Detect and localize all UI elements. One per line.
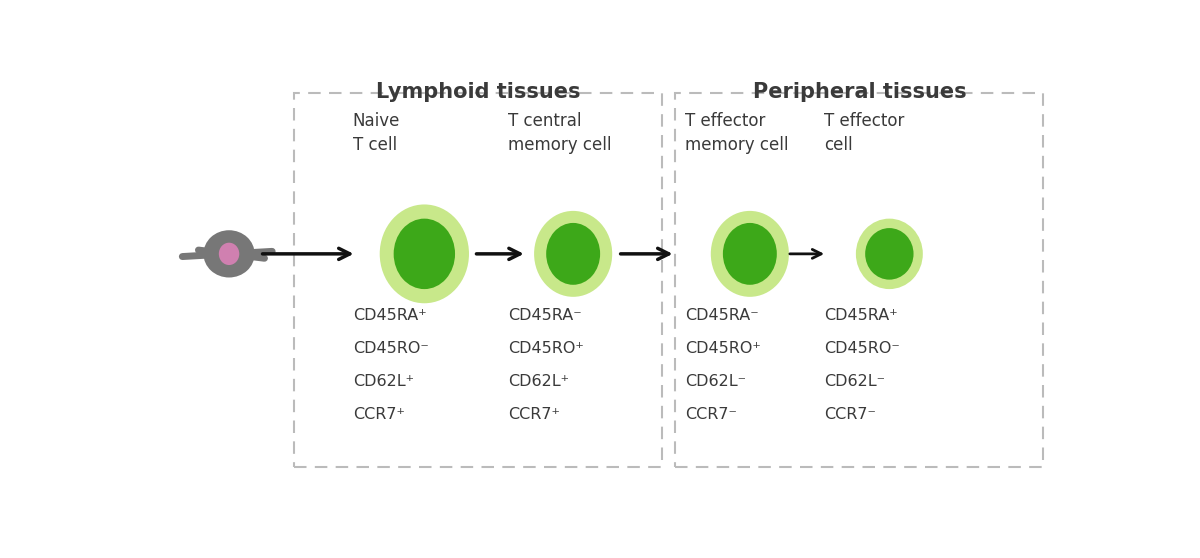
Ellipse shape xyxy=(722,223,776,285)
Ellipse shape xyxy=(534,211,612,297)
Ellipse shape xyxy=(394,219,455,289)
Text: CD62L⁻: CD62L⁻ xyxy=(685,374,746,389)
Ellipse shape xyxy=(710,211,788,297)
Text: CCR7⁻: CCR7⁻ xyxy=(824,407,876,422)
Text: T effector
memory cell: T effector memory cell xyxy=(685,112,788,153)
Text: Naive
T cell: Naive T cell xyxy=(353,112,400,153)
Text: CD45RA⁻: CD45RA⁻ xyxy=(685,307,758,323)
Text: CD45RO⁺: CD45RO⁺ xyxy=(685,340,761,355)
Text: CCR7⁻: CCR7⁻ xyxy=(685,407,737,422)
Ellipse shape xyxy=(204,230,254,277)
Text: CD62L⁺: CD62L⁺ xyxy=(353,374,414,389)
Ellipse shape xyxy=(856,219,923,289)
Text: T effector
cell: T effector cell xyxy=(824,112,905,153)
Text: CD45RO⁻: CD45RO⁻ xyxy=(824,340,900,355)
Text: CD45RO⁺: CD45RO⁺ xyxy=(508,340,584,355)
Text: Peripheral tissues: Peripheral tissues xyxy=(752,82,966,102)
Ellipse shape xyxy=(865,228,913,280)
Text: CD45RA⁺: CD45RA⁺ xyxy=(353,307,426,323)
Ellipse shape xyxy=(546,223,600,285)
Text: CD45RO⁻: CD45RO⁻ xyxy=(353,340,428,355)
Text: CD62L⁺: CD62L⁺ xyxy=(508,374,569,389)
Text: CD45RA⁺: CD45RA⁺ xyxy=(824,307,898,323)
Text: T central
memory cell: T central memory cell xyxy=(508,112,612,153)
Ellipse shape xyxy=(379,204,469,304)
Text: Lymphoid tissues: Lymphoid tissues xyxy=(376,82,581,102)
Text: CCR7⁺: CCR7⁺ xyxy=(353,407,404,422)
Text: CD62L⁻: CD62L⁻ xyxy=(824,374,886,389)
Text: CD45RA⁻: CD45RA⁻ xyxy=(508,307,582,323)
Text: CCR7⁺: CCR7⁺ xyxy=(508,407,560,422)
Ellipse shape xyxy=(218,243,239,265)
